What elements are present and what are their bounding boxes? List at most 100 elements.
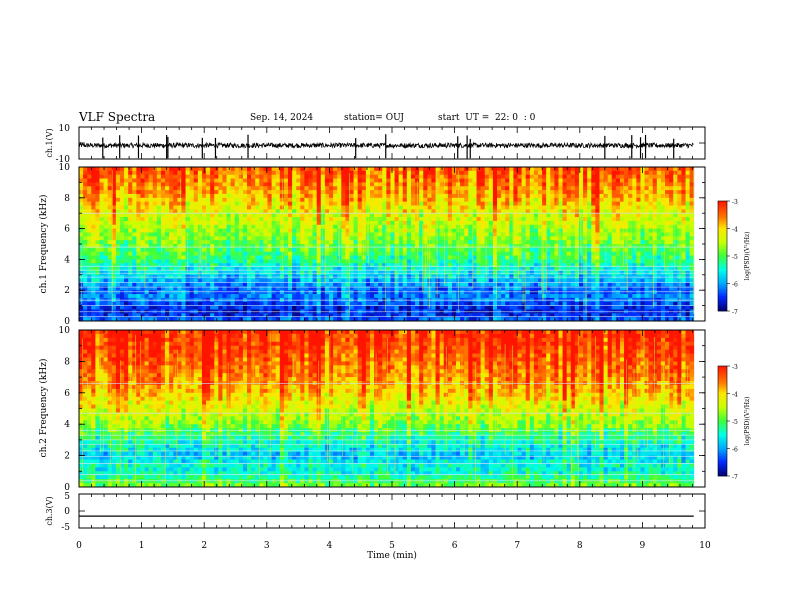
ch1-spec-cell xyxy=(128,174,133,179)
ch1-spec-cell xyxy=(345,197,350,203)
ch1-spec-cell xyxy=(271,305,277,310)
ch1-spec-cell xyxy=(251,247,256,253)
ch1-spec-cell xyxy=(148,247,154,253)
ch1-spec-cell xyxy=(79,236,84,241)
ch1-spec-cell xyxy=(83,244,88,249)
ch1-spec-cell xyxy=(521,190,527,195)
ch1-spec-cell xyxy=(283,220,289,226)
ch1-spec-cell xyxy=(103,267,109,272)
ch1-spec-cell xyxy=(87,201,92,206)
ch1-spec-cell xyxy=(304,186,309,191)
ch1-spec-cell xyxy=(365,317,371,322)
ch1-spec-cell xyxy=(160,282,166,287)
ch1-spec-cell xyxy=(328,255,334,260)
ch1-spec-cell xyxy=(95,182,100,187)
ch1-spec-cell xyxy=(460,170,465,176)
ch1-spec-cell xyxy=(107,174,113,179)
ch1-spec-cell xyxy=(79,317,84,322)
ch1-spec-cell xyxy=(193,224,199,229)
ch1-spec-cell xyxy=(91,193,96,199)
ch1-spec-cell xyxy=(177,259,182,264)
ch1-spec-cell xyxy=(230,263,236,268)
ch1-spec-cell xyxy=(247,294,252,299)
ch1-spec-cell xyxy=(304,178,309,183)
ch1-spec-cell xyxy=(386,251,391,256)
ch1-spec-cell xyxy=(431,259,436,264)
ch1-spec-cell xyxy=(439,197,445,203)
ch1-spec-cell xyxy=(435,313,441,318)
ch1-spec-cell xyxy=(484,220,490,226)
ch1-spec-cell xyxy=(533,193,539,199)
ch1-spec-cell xyxy=(275,301,281,306)
ch1-spec-cell xyxy=(324,182,330,187)
ch1-spec-cell xyxy=(574,201,580,206)
ch1-spec-cell xyxy=(406,232,412,237)
ch1-spec-cell xyxy=(181,217,186,222)
ch1-spec-cell xyxy=(292,282,297,287)
ch1-spec-cell xyxy=(140,224,145,229)
ch1-spec-cell xyxy=(197,301,203,306)
ch1-spec-cell xyxy=(570,313,576,318)
ch1-spec-cell xyxy=(238,224,244,229)
ch1-spec-cell xyxy=(222,190,227,195)
ch1-spec-cell xyxy=(308,228,313,233)
ch1-spec-cell xyxy=(152,317,158,322)
ch1-spec-cell xyxy=(165,178,170,183)
ch1-spec-cell xyxy=(263,290,268,295)
ch1-spec-cell xyxy=(234,213,240,218)
ch1-spec-cell xyxy=(288,294,293,299)
ch1-spec-cell xyxy=(242,186,248,191)
ch1-spec-cell xyxy=(542,317,547,322)
ch1-spec-cell xyxy=(181,224,186,229)
ch1-spec-cell xyxy=(386,232,391,237)
ch1-spec-cell xyxy=(197,236,203,241)
ch1-spec-cell xyxy=(558,220,563,226)
ch1-spec-cell xyxy=(509,317,514,322)
ch1-spec-cell xyxy=(562,278,568,283)
ch1-spec-cell xyxy=(103,174,109,179)
ch1-spec-cell xyxy=(242,232,248,237)
ch1-spec-cell xyxy=(386,294,391,299)
ch1-spec-cell xyxy=(201,190,207,195)
ch1-spec-cell xyxy=(279,267,285,272)
ch1-spec-cell xyxy=(320,205,326,210)
ch1-spec-cell xyxy=(181,251,186,256)
ch1-spec-cell xyxy=(316,190,322,195)
ch1-spec-cell xyxy=(83,317,88,322)
ch1-spec-cell xyxy=(140,313,145,318)
ch1-spec-cell xyxy=(402,267,408,272)
ch1-spec-cell xyxy=(160,267,166,272)
ch1-spec-cell xyxy=(390,174,395,179)
ch1-spec-cell xyxy=(341,290,346,295)
ch1-spec-cell xyxy=(222,240,227,245)
ch1-spec-cell xyxy=(324,209,330,214)
ch1-spec-cell xyxy=(374,167,379,172)
ch1-spec-cell xyxy=(574,220,580,226)
ch1-spec-cell xyxy=(275,290,281,295)
ch1-spec-cell xyxy=(423,286,428,291)
ch1-spec-cell xyxy=(517,193,523,199)
ch1-spec-cell xyxy=(279,205,285,210)
ch1-spec-cell xyxy=(177,294,182,299)
ch1-spec-cell xyxy=(447,255,453,260)
ch1-spec-cell xyxy=(443,201,449,206)
ch1-spec-cell xyxy=(550,317,555,322)
ch1-spec-cell xyxy=(382,182,387,187)
ch1-spec-cell xyxy=(374,174,379,179)
ch1-spec-cell xyxy=(378,244,383,249)
ch1-spec-cell xyxy=(566,251,572,256)
ch1-spec-cell xyxy=(538,255,543,260)
ch1-spec-cell xyxy=(267,182,273,187)
ch1-spec-cell xyxy=(283,240,289,245)
ch1-spec-cell xyxy=(423,278,428,283)
ch1-spec-cell xyxy=(99,236,104,241)
ch1-spec-cell xyxy=(398,217,404,222)
ch1-spec-cell xyxy=(439,174,445,179)
ch1-spec-cell xyxy=(189,244,195,249)
ch1-spec-cell xyxy=(259,247,264,253)
ch1-spec-cell xyxy=(394,232,400,237)
ch1-spec-cell xyxy=(554,224,559,229)
ch1-spec-cell xyxy=(497,213,502,218)
ch1-spec-cell xyxy=(361,182,367,187)
ch1-spec-cell xyxy=(156,267,162,272)
